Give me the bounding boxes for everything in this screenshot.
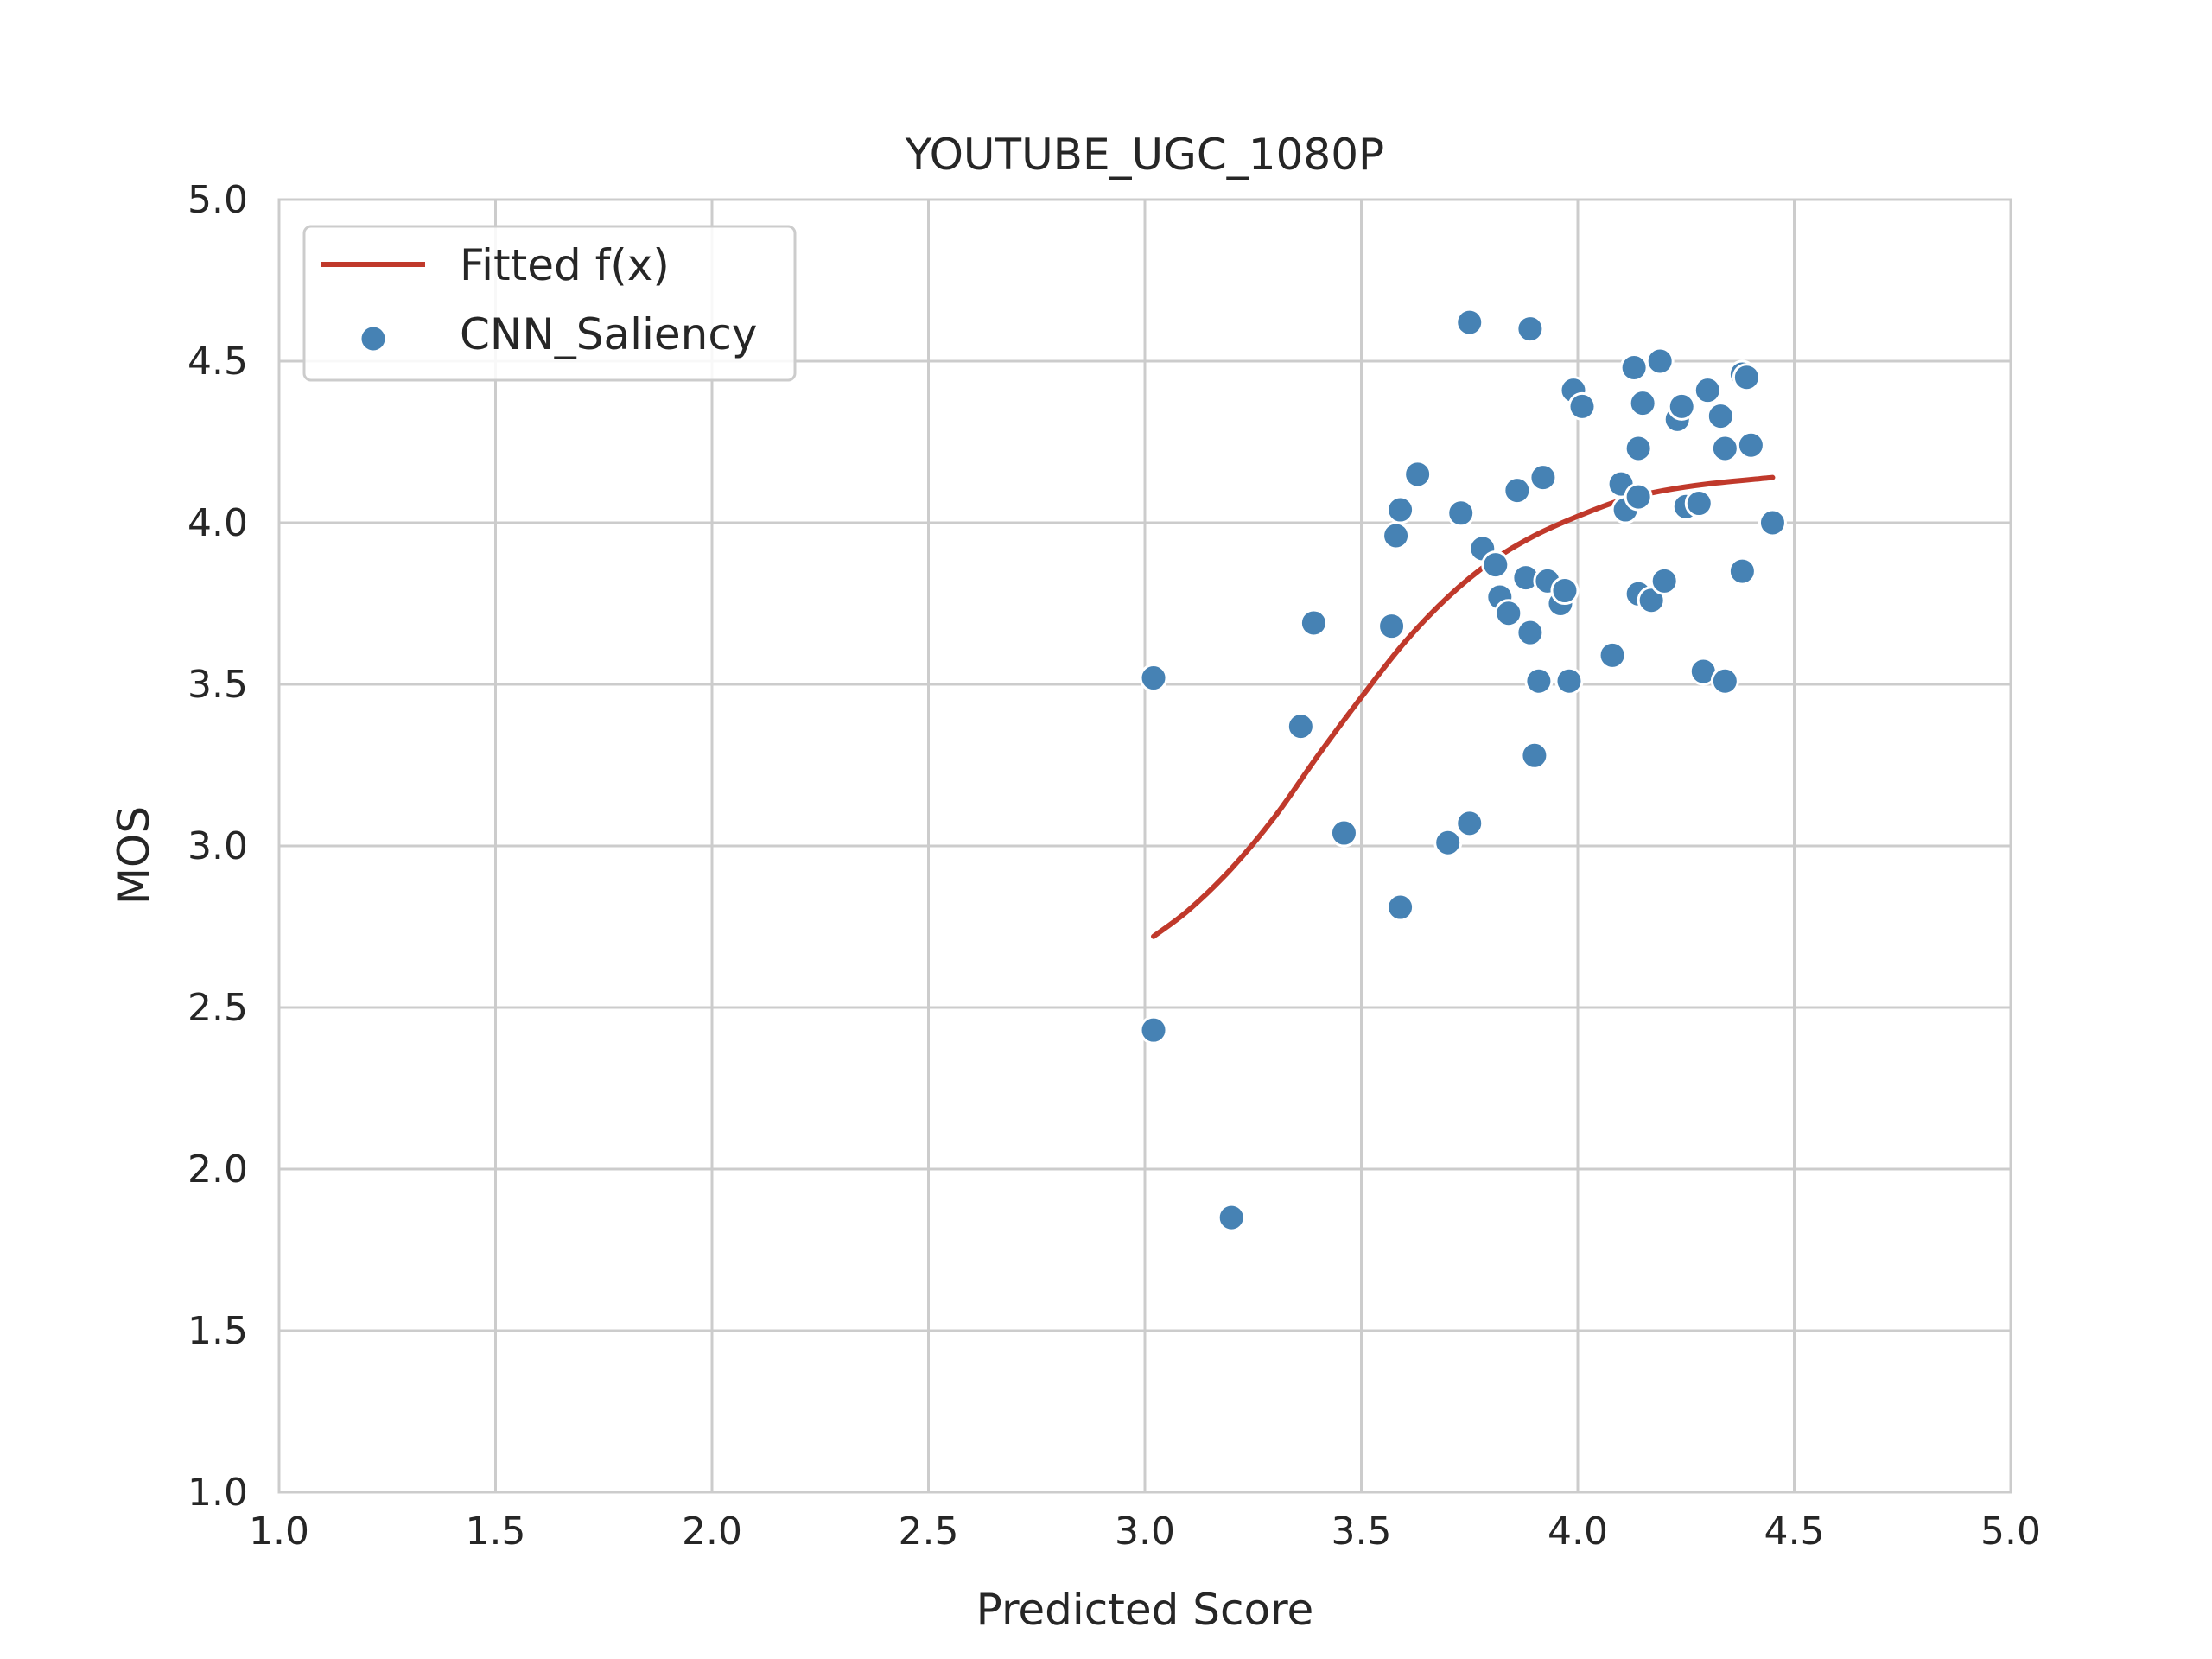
data-point: [1139, 664, 1168, 693]
data-point: [1732, 363, 1761, 392]
x-tick-label: 3.0: [1115, 1510, 1175, 1554]
data-point: [1329, 818, 1358, 848]
x-tick-label: 3.5: [1332, 1510, 1392, 1554]
x-tick-labels: 1.0 1.5 2.0 2.5 3.0 3.5 4.0 4.5 5.0: [249, 1510, 2041, 1554]
x-tick-label: 1.0: [249, 1510, 309, 1554]
legend-box: [302, 225, 797, 382]
data-point: [1637, 586, 1666, 615]
data-point: [1139, 1015, 1168, 1045]
data-point: [1481, 550, 1510, 580]
data-point: [1710, 434, 1739, 463]
y-tick-label: 2.5: [188, 986, 248, 1030]
x-tick-label: 4.0: [1548, 1510, 1608, 1554]
data-point: [1386, 495, 1415, 524]
data-point: [1710, 666, 1739, 696]
data-point: [1433, 828, 1463, 857]
data-point: [1684, 489, 1713, 518]
data-point: [1403, 460, 1433, 489]
x-tick-label: 4.5: [1764, 1510, 1825, 1554]
data-point: [1516, 618, 1545, 647]
data-point: [1455, 308, 1484, 337]
data-point: [1503, 476, 1532, 505]
data-point: [1446, 499, 1476, 528]
plot-frame: [277, 198, 2012, 1494]
data-point: [1554, 666, 1584, 696]
y-tick-label: 1.0: [188, 1471, 248, 1515]
x-tick-label: 5.0: [1980, 1510, 2041, 1554]
y-tick-label: 5.0: [188, 178, 248, 222]
data-point: [1520, 741, 1549, 770]
data-point: [1645, 346, 1675, 376]
x-tick-label: 2.5: [899, 1510, 959, 1554]
x-tick-label: 1.5: [466, 1510, 526, 1554]
legend-point-swatch: [359, 324, 388, 353]
chart-title: YOUTUBE_UGC_1080P: [905, 130, 1384, 180]
y-tick-label: 4.0: [188, 501, 248, 545]
data-point: [1649, 566, 1679, 595]
data-point: [1299, 608, 1328, 638]
x-tick-label: 2.0: [682, 1510, 742, 1554]
data-point: [1516, 315, 1545, 344]
data-point: [1736, 430, 1765, 460]
data-point: [1550, 576, 1580, 606]
data-point: [1758, 508, 1787, 537]
data-point: [1286, 712, 1315, 741]
data-point: [1382, 521, 1411, 550]
data-point: [1706, 402, 1735, 431]
y-tick-label: 3.5: [188, 663, 248, 707]
data-point: [1524, 666, 1554, 696]
data-point: [1624, 482, 1653, 512]
data-point: [1217, 1203, 1246, 1232]
legend-label-points: CNN_Saliency: [460, 309, 757, 359]
data-point: [1628, 389, 1657, 418]
data-point: [1377, 612, 1407, 641]
data-point: [1727, 556, 1757, 586]
data-point: [1624, 434, 1653, 463]
data-point: [1494, 599, 1523, 628]
y-tick-label: 3.0: [188, 824, 248, 868]
data-point: [1386, 893, 1415, 922]
legend-label-fit: Fitted f(x): [460, 240, 670, 290]
data-point: [1567, 391, 1597, 421]
legend: Fitted f(x) CNN_Saliency: [302, 225, 797, 382]
data-point: [1619, 353, 1649, 382]
y-tick-label: 1.5: [188, 1309, 248, 1353]
y-tick-labels: 1.0 1.5 2.0 2.5 3.0 3.5 4.0 4.5 5.0: [188, 178, 248, 1515]
y-axis-label: MOS: [109, 806, 159, 905]
data-point: [1598, 640, 1627, 670]
y-tick-label: 4.5: [188, 340, 248, 384]
data-point: [1667, 391, 1696, 421]
scatter-points: [1139, 308, 1787, 1232]
data-point: [1529, 463, 1558, 493]
data-point: [1455, 809, 1484, 838]
y-tick-label: 2.0: [188, 1147, 248, 1192]
data-point: [1693, 376, 1722, 405]
x-axis-label: Predicted Score: [976, 1585, 1314, 1635]
